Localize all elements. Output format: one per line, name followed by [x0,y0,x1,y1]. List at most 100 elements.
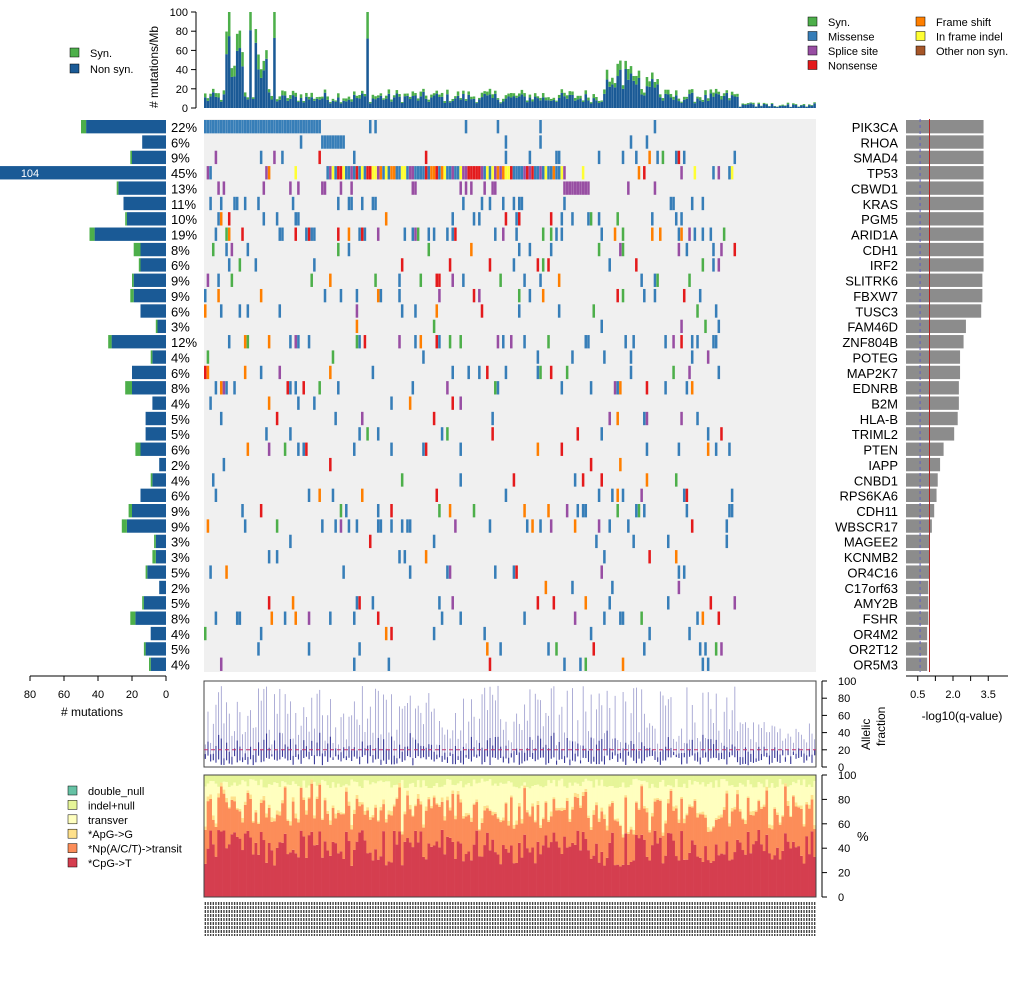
mutation-cell [645,381,649,395]
mutation-rate-bar [808,105,811,108]
spectrum-segment [643,839,647,897]
mutation-cell [549,227,553,241]
spectrum-segment [552,775,556,780]
mutation-cell [619,381,622,395]
spectrum-segment [318,784,322,832]
qvalue-bar [906,565,930,579]
spectrum-segment [813,780,817,826]
mutation-rate-syn-bar [571,91,574,95]
spectrum-segment [438,804,442,807]
allelic-tick-label: 80 [838,693,850,705]
mutation-cell [267,550,271,564]
mutation-rate-syn-bar [794,103,798,105]
mutation-cell [717,365,721,380]
spectrum-segment [211,815,215,820]
spectrum-segment [712,825,716,828]
spectrum-segment [360,804,364,831]
spectrum-segment [624,787,628,796]
spectrum-segment [525,775,529,788]
spectrum-segment [353,809,356,814]
spectrum-segment [515,775,519,788]
spectrum-segment [371,860,375,897]
mutation-cell [358,642,361,656]
gene-percent-label: 3% [171,550,190,565]
spectrum-segment [690,775,694,785]
mutation-rate-bar [605,79,609,108]
mutation-cell [353,150,356,165]
spectrum-segment [544,835,548,897]
mutation-rate-bar [483,93,486,108]
mutation-rate-bar [419,96,423,108]
mutation-cell [589,381,593,395]
mutation-cell [355,519,359,533]
mutation-rate-bar [688,94,691,108]
spectrum-legend-swatch [67,785,78,796]
spectrum-segment [656,799,660,844]
spectrum-segment [760,808,764,845]
mutation-cell [725,519,729,533]
mutation-cell [680,212,683,226]
spectrum-segment [446,836,450,897]
mutation-rate-syn-bar [273,12,276,38]
spectrum-segment [541,775,545,788]
spectrum-segment [725,790,729,794]
spectrum-segment [488,775,492,780]
spectrum-segment [297,819,301,823]
spectrum-segment [584,775,588,779]
spectrum-segment [392,775,396,786]
mutation-rate-syn-bar [238,30,242,49]
spectrum-segment [251,822,255,855]
gene-count-bars: 104 [0,120,166,671]
spectrum-segment [616,864,620,897]
mutation-cell [592,642,596,656]
mutation-cell [211,242,215,257]
spectrum-segment [355,798,359,842]
spectrum-segment [267,807,271,843]
mutation-cell [225,120,228,134]
mutation-rate-syn-bar [257,54,260,70]
mutation-rate-bar [762,103,766,108]
mutation-rate-bar [323,92,327,108]
mutation-cell [432,411,436,426]
mutation-cell [299,135,303,149]
spectrum-segment [536,784,540,801]
mutation-rate-syn-bar [233,65,236,77]
spectrum-segment [491,839,495,897]
spectrum-segment [249,798,253,838]
mutation-cell [712,258,715,272]
mutation-cell [371,365,375,380]
spectrum-segment [219,831,223,897]
spectrum-segment [379,810,383,857]
mutation-rate-bar [318,99,321,108]
mutation-cell [297,396,300,410]
mutation-rate-bar [659,97,662,108]
spectrum-segment [299,786,303,788]
mutation-cell [342,166,345,180]
spectrum-segment [584,839,588,897]
spectrum-segment [797,779,801,806]
mutation-cell [206,120,210,134]
spectrum-segment [533,785,537,821]
mutation-rate-bar [685,98,689,108]
spectrum-segment [400,779,404,832]
mutation-rate-bar [555,101,558,108]
spectrum-segment [603,775,607,787]
spectrum-segment [313,818,317,846]
spectrum-segment [760,844,764,897]
gene-name-label: MAP2K7 [847,366,898,381]
spectrum-segment [792,775,796,782]
spectrum-segment [281,842,285,897]
mutation-cell [597,212,601,226]
spectrum-segment [238,808,242,812]
spectrum-segment [379,807,383,811]
mutation-rate-bar [571,94,574,108]
mutation-cell [533,166,537,180]
mutation-rate-bar [384,98,388,108]
spectrum-segment [353,849,356,897]
spectrum-segment [627,831,631,834]
mutation-cell [289,181,292,195]
mutation-cell [358,227,361,241]
qvalue-tick-label: 3.5 [981,689,996,701]
mutation-cell [690,350,694,364]
